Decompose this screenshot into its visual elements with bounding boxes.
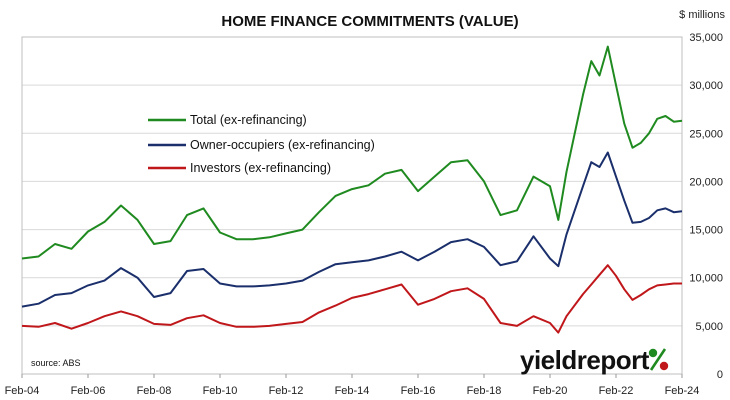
x-tick-label: Feb-18 bbox=[467, 385, 502, 397]
y-tick-label: 15,000 bbox=[689, 225, 723, 237]
x-tick-label: Feb-16 bbox=[401, 385, 436, 397]
gridlines bbox=[22, 36, 682, 327]
logo-wordmark: yieldreport bbox=[520, 345, 650, 375]
y-tick-label: 30,000 bbox=[689, 80, 723, 92]
x-tick-label: Feb-12 bbox=[269, 385, 304, 397]
x-tick-label: Feb-20 bbox=[533, 385, 568, 397]
y-tick-label: 0 bbox=[717, 369, 723, 381]
series-line-2 bbox=[21, 264, 682, 334]
series-lines bbox=[21, 45, 683, 334]
x-tick-label: Feb-08 bbox=[137, 385, 172, 397]
source-note: source: ABS bbox=[31, 358, 81, 368]
chart-title: HOME FINANCE COMMITMENTS (VALUE) bbox=[221, 13, 518, 30]
x-axis-ticks: Feb-04 Feb-06 Feb-08 Feb-10 Feb-12 Feb-14 Feb-… bbox=[5, 374, 700, 397]
legend-label: Owner-occupiers (ex-refinancing) bbox=[190, 138, 375, 152]
series-line-0 bbox=[21, 45, 683, 260]
legend: Total (ex-refinancing) Owner-occupiers (e… bbox=[148, 113, 375, 175]
y-tick-label: 25,000 bbox=[689, 128, 723, 140]
x-tick-label: Feb-06 bbox=[71, 385, 106, 397]
x-tick-label: Feb-14 bbox=[335, 385, 370, 397]
y-tick-label: 5,000 bbox=[695, 321, 723, 333]
y-tick-label: 10,000 bbox=[689, 273, 723, 285]
y-tick-label: 20,000 bbox=[689, 176, 723, 188]
percent-icon bbox=[648, 348, 669, 371]
series-line-1 bbox=[21, 151, 683, 308]
x-tick-label: Feb-04 bbox=[5, 385, 40, 397]
legend-label: Total (ex-refinancing) bbox=[190, 113, 307, 127]
x-tick-label: Feb-10 bbox=[203, 385, 238, 397]
x-tick-label: Feb-24 bbox=[665, 385, 700, 397]
y-axis-unit-label: $ millions bbox=[679, 9, 725, 21]
y-axis-ticks: 0 5,000 10,000 15,000 20,000 25,000 30,000 35,0… bbox=[689, 32, 723, 381]
yieldreport-logo: yieldreport bbox=[520, 345, 669, 375]
y-tick-label: 35,000 bbox=[689, 32, 723, 44]
legend-label: Investors (ex-refinancing) bbox=[190, 161, 331, 175]
x-tick-label: Feb-22 bbox=[599, 385, 634, 397]
